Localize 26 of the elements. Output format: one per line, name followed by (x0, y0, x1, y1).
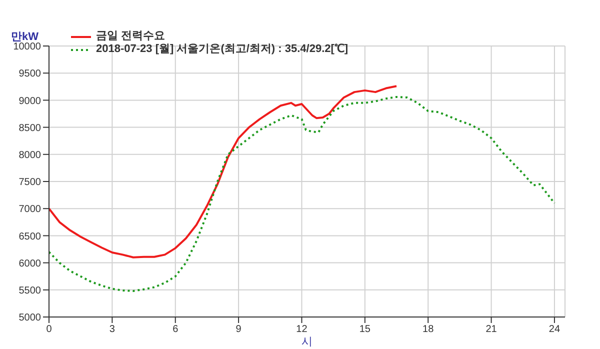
y-tick-label: 6500 (18, 231, 42, 242)
y-tick-label: 7000 (18, 204, 42, 216)
y-tick-label: 5000 (18, 312, 42, 324)
x-tick-label: 24 (548, 324, 560, 336)
line-series (49, 85, 398, 258)
y-tick-label: 9500 (18, 68, 42, 80)
line-series (49, 96, 556, 292)
legend-label: 금일 전력수요 (96, 30, 166, 43)
x-tick-label: 6 (172, 324, 179, 336)
x-axis-title: 시 (302, 336, 312, 348)
x-tick-label: 9 (236, 324, 242, 336)
y-axis-title: 만kW (11, 31, 40, 43)
x-tick-label: 21 (486, 324, 498, 336)
x-tick-label: 0 (46, 324, 52, 336)
x-tick-label: 3 (109, 324, 116, 336)
y-tick-label: 8000 (18, 150, 42, 161)
y-tick-label: 5500 (18, 285, 42, 296)
y-tick-label: 7500 (18, 177, 42, 188)
x-tick-label: 18 (422, 324, 434, 336)
y-tick-label: 8500 (18, 122, 42, 134)
legend-label: 2018-07-23 [월] 서울기온(최고/최저) : 35.4/29.2[℃] (96, 43, 348, 56)
y-tick-label: 9000 (18, 96, 42, 107)
x-tick-label: 12 (296, 324, 308, 336)
y-tick-label: 10000 (13, 42, 42, 53)
x-tick-label: 15 (359, 324, 371, 336)
y-tick-label: 6000 (18, 258, 42, 270)
